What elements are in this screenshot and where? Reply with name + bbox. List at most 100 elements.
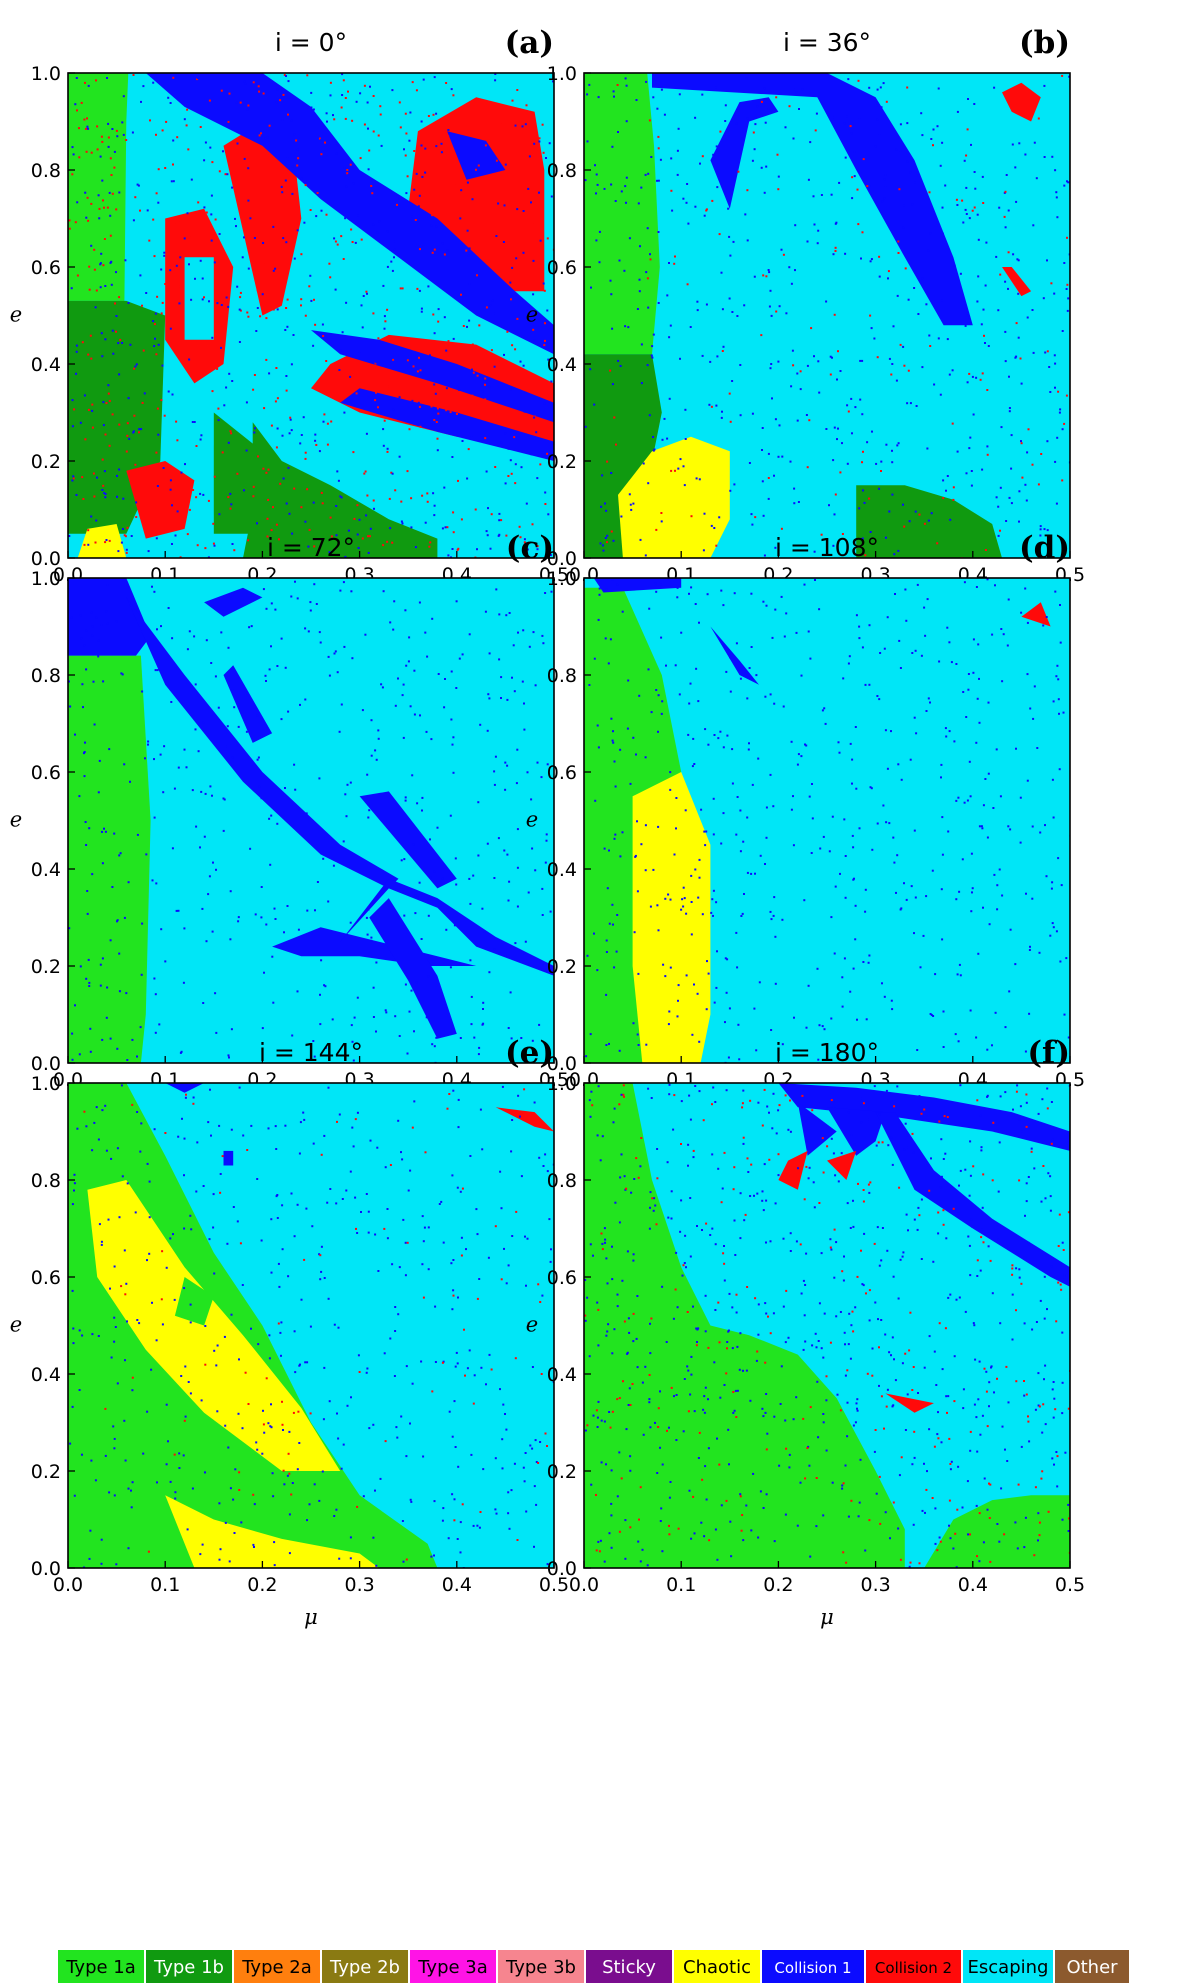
legend-swatch (410, 1950, 496, 1983)
region-a-1 (68, 73, 129, 301)
y-tick-label: 0.0 (31, 548, 61, 570)
legend-item-type-3b: Type 3b (498, 1950, 584, 1983)
x-tick-label: 0.5 (539, 1574, 569, 1596)
region-f-3 (778, 1083, 1070, 1151)
legend-label: Type 2a (241, 1957, 312, 1978)
x-axis-label: μ (304, 1605, 318, 1629)
speckle-c (68, 580, 553, 1063)
region-a-5 (77, 524, 127, 558)
panel-title: i = 72° (267, 533, 355, 562)
panel-title: i = 108° (775, 533, 879, 562)
speckle-e (83, 1088, 548, 1561)
legend-swatch (963, 1950, 1053, 1983)
speckle-d (585, 578, 1070, 1063)
speckle-b (606, 74, 1069, 558)
x-tick-label: 0.4 (442, 1574, 472, 1596)
legend-swatch (762, 1950, 864, 1983)
y-axis-label: e (526, 1313, 538, 1337)
panel-title: i = 0° (275, 28, 347, 57)
region-f-6 (875, 1112, 1070, 1287)
y-tick-label: 0.2 (31, 956, 61, 978)
y-axis-label: e (10, 303, 22, 327)
y-tick-label: 0.2 (31, 451, 61, 473)
region-f-7 (778, 1150, 808, 1190)
legend-item-type-1b: Type 1b (146, 1950, 232, 1983)
panel-e-frame (67, 1082, 555, 1569)
panel-b-frame (583, 72, 1071, 559)
region-b-0 (652, 73, 1070, 558)
legend-swatch (866, 1950, 961, 1983)
y-tick-label: 1.0 (547, 1073, 577, 1095)
legend-item-type-2a: Type 2a (234, 1950, 320, 1983)
legend-label: Type 3a (417, 1957, 488, 1978)
panel-d-map (584, 578, 1070, 1063)
speckle-f (584, 1083, 1070, 1568)
panel-f-map (584, 1083, 1070, 1568)
region-c-1 (68, 655, 151, 1063)
x-tick-label: 0.2 (247, 1574, 277, 1596)
y-tick-label: 0.8 (31, 160, 61, 182)
y-tick-label: 0.2 (547, 956, 577, 978)
legend-item-type-3a: Type 3a (410, 1950, 496, 1983)
region-f-8 (827, 1150, 857, 1180)
legend-label: Other (1066, 1957, 1118, 1978)
y-tick-label: 0.4 (31, 859, 61, 881)
y-tick-label: 0.2 (31, 1461, 61, 1483)
region-a-13 (311, 330, 554, 423)
panel-title: i = 36° (783, 28, 871, 57)
y-tick-label: 0.2 (547, 1461, 577, 1483)
y-tick-label: 1.0 (547, 63, 577, 85)
legend-swatch (586, 1950, 672, 1983)
panel-e-map (68, 1083, 554, 1568)
legend-label: Type 2b (329, 1957, 400, 1978)
region-d-3 (593, 578, 682, 593)
y-tick-label: 0.4 (547, 859, 577, 881)
y-tick-label: 0.6 (31, 1267, 61, 1289)
region-c-4 (223, 665, 273, 743)
y-tick-label: 0.0 (31, 1558, 61, 1580)
panel-c-map (68, 578, 554, 1063)
panel-title: i = 144° (259, 1038, 363, 1067)
legend-item-sticky: Sticky (586, 1950, 672, 1983)
panel-b-map (584, 73, 1070, 558)
panel-a: 0.00.10.20.30.40.50.00.20.40.60.81.0μei … (10, 25, 569, 619)
speckle-e (69, 1084, 554, 1568)
y-tick-label: 0.0 (547, 548, 577, 570)
panel-a-frame (67, 72, 555, 559)
legend-swatch (1055, 1950, 1129, 1983)
y-tick-label: 0.8 (547, 665, 577, 687)
region-e-4 (174, 1277, 214, 1326)
region-a-3 (243, 422, 438, 558)
x-tick-label: 0.4 (958, 1574, 988, 1596)
region-f-5 (797, 1102, 837, 1156)
y-tick-label: 0.8 (31, 1170, 61, 1192)
y-tick-label: 1.0 (547, 568, 577, 590)
legend-swatch (498, 1950, 584, 1983)
region-c-8 (340, 878, 554, 976)
panel-c: 0.00.10.20.30.40.50.00.20.40.60.81.0μei … (10, 530, 569, 1124)
legend-item-type-1a: Type 1a (58, 1950, 144, 1983)
region-c-6 (359, 791, 457, 889)
speckle-b (584, 73, 1070, 557)
region-f-2 (924, 1495, 1070, 1568)
y-tick-label: 0.0 (547, 1558, 577, 1580)
region-f-1 (584, 1083, 905, 1568)
y-tick-label: 0.8 (31, 665, 61, 687)
region-a-10 (311, 334, 554, 452)
region-f-9 (885, 1393, 934, 1413)
region-e-1 (68, 1083, 438, 1568)
legend-label: Type 1b (153, 1957, 224, 1978)
region-b-1 (584, 73, 660, 355)
legend: Type 1a Type 1b Type 2a Type 2b Type 3a Type … (58, 1950, 1129, 1983)
y-tick-label: 0.4 (547, 354, 577, 376)
panel-tag: (f) (1027, 1035, 1070, 1071)
region-b-3 (618, 436, 730, 558)
y-tick-label: 0.2 (547, 451, 577, 473)
region-e-3 (165, 1495, 379, 1568)
legend-label: Type 1a (65, 1957, 136, 1978)
y-tick-label: 0.4 (31, 1364, 61, 1386)
panel-d: 0.00.10.20.30.40.50.00.20.40.60.81.0μei … (526, 530, 1085, 1124)
region-e-6 (223, 1150, 234, 1166)
region-a-12 (145, 73, 554, 355)
region-c-2 (68, 578, 151, 656)
